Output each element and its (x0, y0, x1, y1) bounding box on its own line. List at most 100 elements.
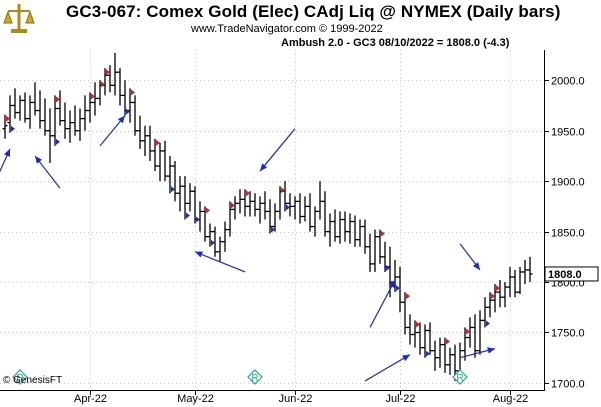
ohlc-bar (512, 269, 518, 298)
ohlc-bar (162, 140, 168, 182)
ohlc-bar (372, 229, 378, 272)
ohlc-bar (472, 314, 478, 358)
ohlc-bar (257, 196, 263, 224)
annotation-arrow (34, 155, 61, 189)
buy-signal-marker (486, 320, 490, 327)
y-tick-label: 2000.0 (551, 76, 585, 88)
ohlc-bar (527, 256, 533, 283)
sell-signal-marker (496, 285, 500, 292)
sell-signal-marker (491, 293, 495, 300)
arrow-head (388, 280, 395, 289)
buy-signal-marker (386, 264, 390, 271)
ohlc-bar (317, 181, 323, 220)
ohlc-bar (267, 199, 273, 234)
y-tick-label: 1950.0 (551, 127, 585, 139)
x-tick-label: Apr-22 (74, 393, 107, 405)
ohlc-bar (77, 108, 83, 141)
sell-signal-marker (156, 139, 160, 146)
r-marker: R (247, 369, 263, 385)
ohlc-bar (217, 236, 223, 262)
ohlc-bar (92, 82, 98, 116)
ohlc-bar (207, 223, 213, 247)
r-marker-diamond (452, 369, 468, 385)
ohlc-bar (202, 206, 208, 242)
ohlc-bar (42, 98, 48, 136)
ohlc-bar (362, 219, 368, 254)
arrow-shaft (364, 354, 411, 382)
ohlc-bar (377, 229, 383, 264)
ohlc-bar (272, 203, 278, 232)
ohlc-bar (187, 183, 193, 212)
ohlc-bar (67, 110, 73, 143)
sell-signal-marker (381, 230, 385, 237)
sell-signal-marker (466, 328, 470, 335)
r-marker: R (452, 369, 468, 385)
buy-signal-marker (271, 226, 275, 233)
sell-signal-marker (106, 69, 110, 76)
ohlc-bar (482, 297, 488, 328)
ohlc-bar (467, 317, 473, 348)
y-tick-label: 1750.0 (551, 328, 585, 340)
ohlc-bar (222, 221, 228, 252)
ohlc-bar (167, 155, 173, 194)
annotation-arrow (459, 243, 481, 271)
annotation-arrows (0, 115, 496, 382)
ohlc-bar (232, 196, 238, 220)
ohlc-bar (292, 196, 298, 220)
ohlc-bar (352, 215, 358, 247)
arrow-head (195, 251, 203, 258)
arrow-head (402, 354, 410, 362)
arrow-head (260, 163, 268, 172)
sell-signal-marker (446, 338, 450, 345)
ohlc-bar (227, 201, 233, 237)
sell-signal-marker (231, 202, 235, 209)
ohlc-bar (107, 65, 113, 93)
last-price-tag: 1808.0 (544, 266, 599, 282)
ohlc-bar (407, 314, 413, 345)
study-label: Ambush 2.0 - GC3 08/10/2022 = 1808.0 (-4… (281, 37, 510, 49)
ohlc-bar (12, 88, 18, 119)
ohlc-bar (502, 282, 508, 308)
ohlc-bar (427, 322, 433, 355)
annotation-arrow (259, 128, 296, 172)
trade-navigator-logo-icon (3, 4, 35, 33)
sell-signal-marker (56, 96, 60, 103)
ohlc-bar (32, 82, 38, 116)
ohlc-bar (342, 211, 348, 242)
y-tick-label: 1900.0 (551, 177, 585, 189)
ohlc-bar (82, 95, 88, 131)
sell-signal-marker (6, 115, 10, 122)
ohlc-bar (212, 226, 218, 257)
ohlc-bar (507, 266, 513, 298)
price-bars (2, 53, 533, 383)
chart-subtitle: www.TradeNavigator.com © 1999-2022 (191, 23, 383, 35)
buy-signal-marker (286, 204, 290, 211)
ohlc-bar (27, 95, 33, 129)
sell-signal-marker (206, 207, 210, 214)
ohlc-bar (402, 292, 408, 335)
arrow-head (117, 115, 125, 124)
ohlc-bar (497, 280, 503, 308)
annotation-arrow (0, 148, 11, 173)
buy-signal-marker (196, 216, 200, 223)
ohlc-bar (297, 193, 303, 224)
ohlc-bar (517, 266, 523, 295)
ohlc-bar (307, 193, 313, 232)
price-axis: 1700.01750.01800.01850.01900.01950.02000… (544, 76, 585, 391)
last-price-value: 1808.0 (548, 269, 582, 281)
ohlc-bar (132, 95, 138, 136)
r-marker-diamond (247, 369, 263, 385)
arrow-shaft (259, 128, 296, 172)
ohlc-bar (157, 142, 163, 182)
sell-signal-marker (416, 321, 420, 328)
annotation-arrow (459, 347, 496, 359)
ohlc-bar (422, 324, 428, 358)
r-marker-diamond (12, 369, 28, 385)
r-marker-label: R (456, 373, 463, 384)
grid-layer (0, 50, 544, 390)
ohlc-bar (262, 191, 268, 220)
ohlc-bar (197, 201, 203, 232)
